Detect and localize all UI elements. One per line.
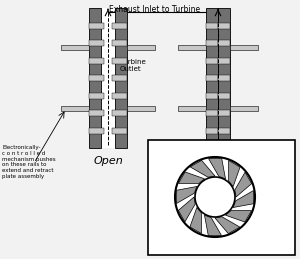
Bar (61, 106, 89, 111)
Bar (218, 57, 230, 63)
Bar (115, 8, 127, 148)
Bar (218, 23, 230, 28)
Bar (206, 75, 218, 81)
Bar (218, 127, 230, 133)
Polygon shape (208, 159, 226, 179)
Bar (148, 140, 295, 255)
Bar (61, 45, 89, 50)
Text: Closed: Closed (199, 156, 237, 166)
Bar (218, 110, 230, 116)
Polygon shape (229, 161, 240, 186)
Bar (206, 8, 218, 148)
Bar (218, 92, 230, 98)
Text: Turbine
Outlet: Turbine Outlet (120, 59, 146, 71)
Bar (89, 40, 104, 46)
Bar (127, 106, 155, 111)
Bar (112, 110, 127, 116)
Polygon shape (205, 215, 221, 235)
Bar (206, 40, 218, 46)
Bar (89, 110, 104, 116)
Bar (112, 40, 127, 46)
Bar (214, 8, 222, 148)
Circle shape (195, 177, 235, 217)
Bar (89, 8, 101, 148)
Bar (101, 8, 115, 148)
Polygon shape (178, 197, 195, 222)
Polygon shape (235, 172, 252, 197)
Text: Exhaust
gas in: Exhaust gas in (267, 146, 291, 157)
Bar (206, 23, 218, 28)
Polygon shape (176, 186, 197, 204)
Polygon shape (215, 217, 240, 234)
Text: Open: Open (93, 156, 123, 166)
Polygon shape (233, 191, 253, 207)
Polygon shape (190, 207, 201, 234)
Bar (89, 23, 104, 28)
Bar (112, 23, 127, 28)
Bar (89, 127, 104, 133)
Text: Electronically-
c o n t r o l l e d
mechanism pushes
on these rails to
extend an: Electronically- c o n t r o l l e d mech… (2, 145, 56, 179)
Bar (89, 92, 104, 98)
Polygon shape (226, 211, 251, 222)
Polygon shape (190, 160, 215, 177)
Bar (178, 45, 206, 50)
Bar (112, 92, 127, 98)
Bar (218, 8, 230, 148)
Polygon shape (178, 172, 205, 183)
Bar (178, 106, 206, 111)
Text: Exhaust Inlet to Turbine: Exhaust Inlet to Turbine (110, 5, 201, 14)
Bar (206, 92, 218, 98)
Bar (89, 75, 104, 81)
Bar (218, 40, 230, 46)
Bar (127, 45, 155, 50)
Bar (112, 57, 127, 63)
Text: Turbine
w h e e l
fits    in
this hole: Turbine w h e e l fits in this hole (152, 189, 177, 211)
Bar (89, 57, 104, 63)
Bar (230, 106, 258, 111)
Bar (206, 57, 218, 63)
Bar (206, 127, 218, 133)
Bar (230, 45, 258, 50)
Bar (112, 127, 127, 133)
Bar (206, 110, 218, 116)
Bar (218, 75, 230, 81)
Bar (112, 75, 127, 81)
